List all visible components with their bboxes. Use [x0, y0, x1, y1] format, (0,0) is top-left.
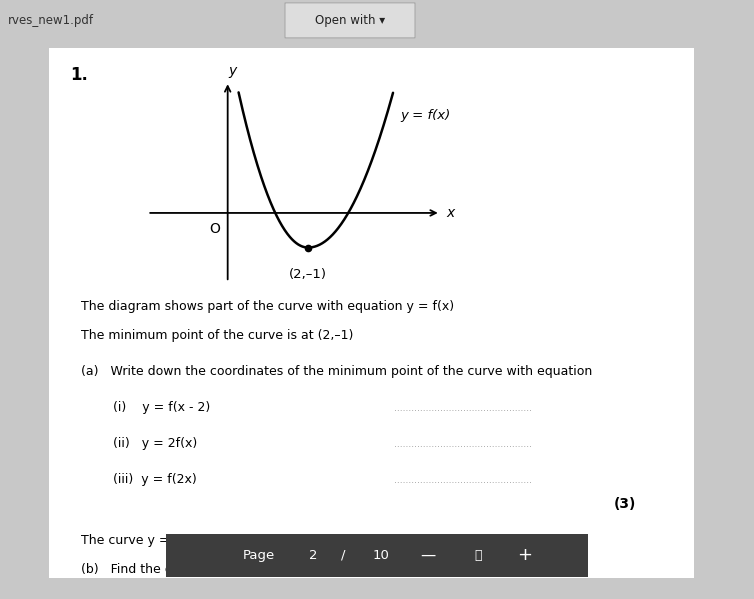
Text: (ii)   y = 2f(x): (ii) y = 2f(x) [113, 437, 198, 450]
Text: +: + [517, 546, 532, 564]
Text: (2,–1): (2,–1) [289, 268, 327, 282]
Text: Open with: Open with [323, 100, 400, 113]
Text: (iii)  y = f(2x): (iii) y = f(2x) [113, 473, 198, 486]
Text: (a)   Write down the coordinates of the minimum point of the curve with equation: (a) Write down the coordinates of the mi… [81, 365, 593, 378]
Text: (b)   Find the equation of the curve following this transformation.: (b) Find the equation of the curve follo… [81, 563, 488, 576]
Text: y: y [228, 64, 237, 78]
Text: x: x [446, 206, 455, 220]
Text: O: O [209, 222, 219, 235]
FancyBboxPatch shape [46, 46, 697, 580]
Text: Open with ▾: Open with ▾ [315, 14, 385, 27]
Text: 🔍: 🔍 [474, 549, 482, 562]
Text: Page: Page [243, 549, 275, 562]
FancyBboxPatch shape [153, 533, 601, 578]
Text: ................................................: ........................................… [394, 476, 532, 485]
Text: rves_new1.pdf: rves_new1.pdf [8, 14, 94, 27]
Text: (3): (3) [613, 497, 636, 511]
Text: ................................................: ........................................… [394, 440, 532, 449]
FancyBboxPatch shape [285, 3, 415, 38]
Text: ................................................: ........................................… [394, 404, 532, 413]
Text: 10: 10 [372, 549, 390, 562]
Text: 2: 2 [309, 549, 318, 562]
Text: 1.: 1. [70, 66, 88, 84]
Text: (i)    y = f(x - 2): (i) y = f(x - 2) [113, 401, 210, 414]
Text: —: — [420, 547, 435, 563]
Text: The curve y = f(x) is reflected in the y axis.: The curve y = f(x) is reflected in the y… [81, 534, 354, 547]
Text: The diagram shows part of the curve with equation y = f(x): The diagram shows part of the curve with… [81, 300, 455, 313]
Text: y = f(x): y = f(x) [400, 110, 451, 122]
Text: /: / [341, 549, 345, 562]
Text: The minimum point of the curve is at (2,–1): The minimum point of the curve is at (2,… [81, 329, 354, 342]
